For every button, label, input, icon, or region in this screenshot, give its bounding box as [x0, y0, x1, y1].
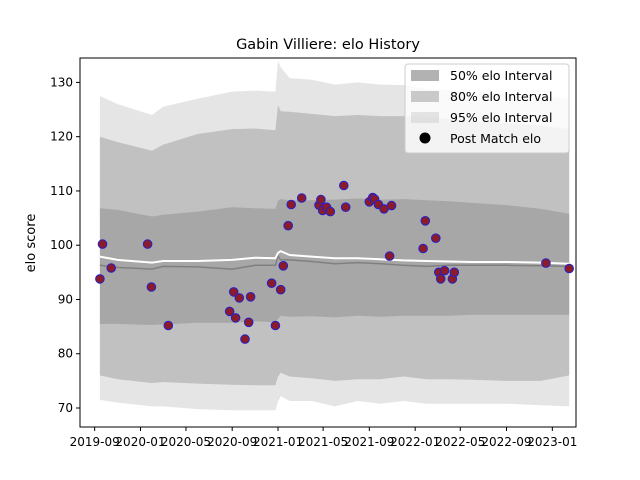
- data-point: [163, 320, 174, 331]
- legend-frame: [404, 63, 570, 154]
- x-tick-label: 2021-09: [344, 435, 394, 449]
- data-point: [245, 292, 256, 302]
- mean-elo-line: [99, 250, 570, 265]
- x-tick-label: 2021-05: [298, 435, 348, 449]
- data-point: [95, 274, 105, 284]
- y-axis-label: elo score: [24, 214, 39, 273]
- y-tick-label: 130: [50, 75, 73, 89]
- data-point: [224, 306, 235, 317]
- data-point: [420, 216, 431, 226]
- y-tick-label: 120: [50, 130, 73, 144]
- legend-marker-point: [419, 132, 431, 144]
- median-elo-line: [99, 254, 570, 270]
- y-tick-label: 90: [58, 292, 73, 306]
- legend-label-point: Post Match elo: [450, 131, 541, 146]
- data-point: [275, 284, 286, 295]
- legend-swatch-50: [411, 70, 439, 81]
- data-point: [243, 317, 254, 328]
- x-tick-label: 2022-05: [435, 435, 485, 449]
- data-point: [286, 199, 297, 210]
- data-point: [266, 278, 277, 289]
- axes-frame: [79, 57, 577, 428]
- data-point: [106, 263, 116, 273]
- legend: 50% elo Interval 80% elo Interval 95% el…: [404, 63, 570, 154]
- data-point: [541, 258, 551, 268]
- x-tick-label: 2023-01: [527, 435, 577, 449]
- data-point: [340, 202, 351, 212]
- data-point: [270, 320, 281, 331]
- legend-label-50: 50% elo Interval: [450, 68, 552, 83]
- x-tick-label: 2020-09: [207, 435, 257, 449]
- data-point: [278, 261, 289, 271]
- data-point: [435, 274, 446, 284]
- data-point: [296, 193, 307, 203]
- data-point: [339, 180, 349, 191]
- data-point: [439, 265, 450, 276]
- data-point: [230, 313, 241, 323]
- data-point: [449, 267, 460, 278]
- y-tick-label: 70: [58, 401, 73, 415]
- x-tick-label: 2022-09: [481, 435, 531, 449]
- data-point: [564, 263, 575, 274]
- data-point: [97, 239, 108, 249]
- band-50-interval: [99, 198, 570, 325]
- y-tick-label: 80: [58, 347, 73, 361]
- data-point: [234, 293, 245, 303]
- data-point: [146, 282, 157, 292]
- data-point: [325, 206, 336, 217]
- data-point: [240, 334, 250, 344]
- x-tick-label: 2019-09: [70, 435, 120, 449]
- legend-swatch-95: [411, 112, 439, 123]
- y-axis-ticks: 70 80 90 100 110 120 130: [50, 75, 80, 415]
- data-point: [384, 251, 395, 261]
- legend-swatch-80: [411, 91, 439, 102]
- x-tick-label: 2020-05: [161, 435, 211, 449]
- band-80-interval: [99, 105, 570, 386]
- post-match-points: [95, 180, 575, 344]
- x-axis-ticks: 2019-092020-012020-052020-092021-012021-…: [70, 427, 577, 449]
- x-tick-label: 2022-01: [390, 435, 440, 449]
- y-tick-label: 100: [50, 238, 73, 252]
- data-point: [228, 287, 239, 297]
- y-tick-label: 110: [50, 184, 73, 198]
- x-tick-label: 2021-01: [253, 435, 303, 449]
- data-point: [142, 239, 153, 249]
- data-point: [418, 243, 428, 254]
- legend-label-95: 95% elo Interval: [450, 110, 552, 125]
- x-tick-label: 2020-01: [115, 435, 165, 449]
- data-point: [386, 200, 397, 211]
- data-point: [283, 220, 294, 231]
- legend-label-80: 80% elo Interval: [450, 89, 552, 104]
- data-point: [316, 194, 326, 205]
- chart-title: Gabin Villiere: elo History: [236, 37, 420, 53]
- data-point: [431, 233, 441, 243]
